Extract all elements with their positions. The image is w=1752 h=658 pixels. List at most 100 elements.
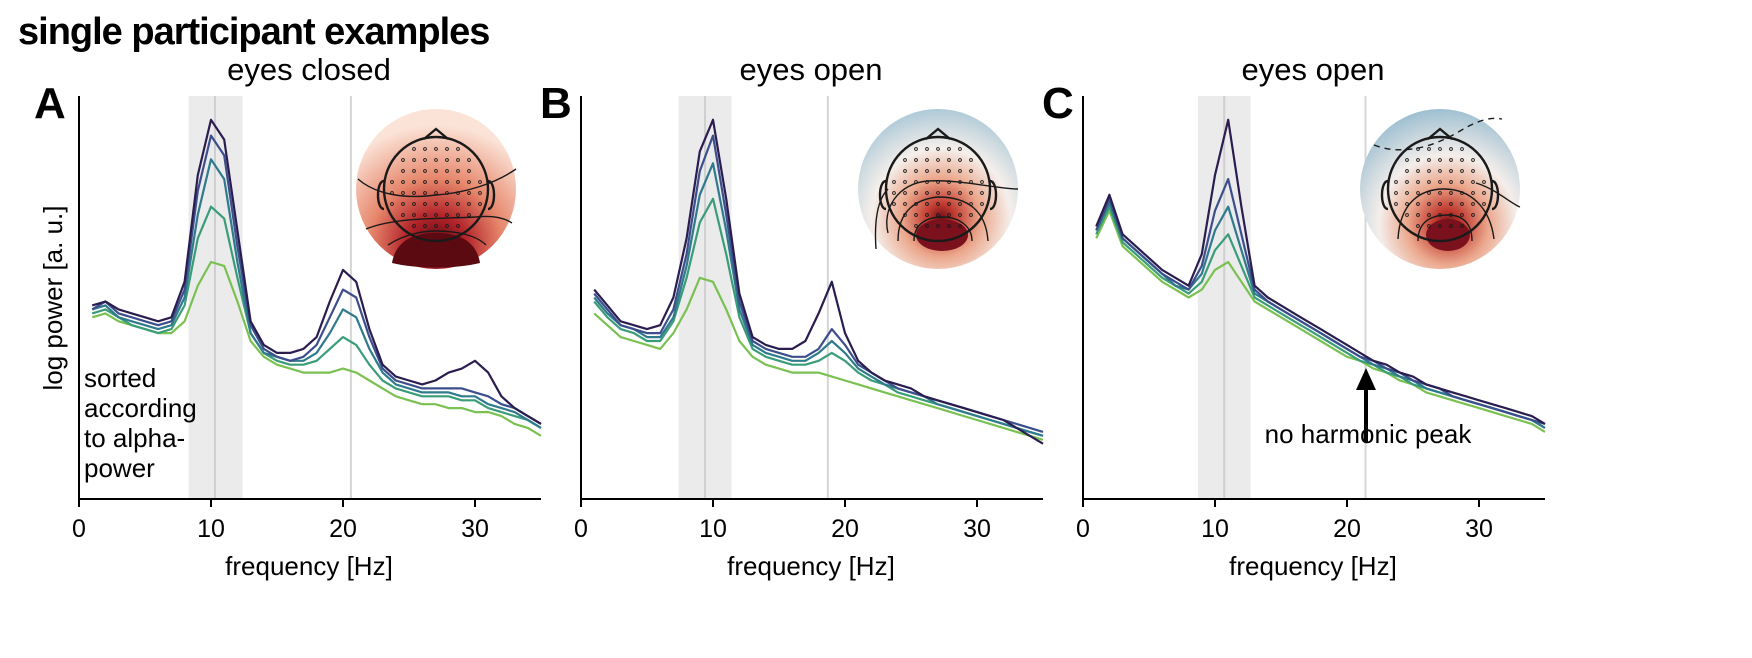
electrode [1416,224,1420,228]
panel-c: eyes open C frequency [Hz] 0 10 20 30 no ha… [1042,52,1546,581]
panel-letter: A [34,79,66,128]
electrode [1460,180,1464,184]
electrode [1460,158,1464,162]
right-ear [1491,179,1500,211]
electrode [947,213,951,217]
x-tick-label: 10 [699,515,727,543]
electrode [914,180,918,184]
panel-letter: C [1042,79,1074,128]
series-line-3 [593,162,1044,437]
electrode [892,191,896,195]
panel-title: eyes closed [227,52,391,87]
electrode [412,180,416,184]
electrode [423,202,427,206]
electrode [467,191,471,195]
electrode [892,180,896,184]
electrode [412,147,416,151]
electrode [958,224,962,228]
topo-peak [392,233,480,268]
electrode [390,180,394,184]
annotation-line: power [84,453,155,483]
electrode [1438,224,1442,228]
topography-map [858,109,1019,269]
electrode [936,224,940,228]
panel-title: eyes open [739,52,882,87]
electrode [456,180,460,184]
electrode [423,158,427,162]
electrode [1394,202,1398,206]
electrode [401,158,405,162]
electrode [412,169,416,173]
electrode [903,169,907,173]
electrode [936,180,940,184]
electrode [1416,158,1420,162]
topo-peak [1426,219,1470,251]
electrode [1427,202,1431,206]
electrode [936,169,940,173]
electrode [1482,202,1486,206]
electrode [969,213,973,217]
electrode [1471,169,1475,173]
x-tick-label: 10 [1201,515,1229,543]
electrode [1460,147,1464,151]
electrode [423,169,427,173]
electrode [390,191,394,195]
electrode [947,180,951,184]
electrode [947,202,951,206]
electrode [1416,147,1420,151]
electrode [434,169,438,173]
series-line-4 [1095,178,1546,425]
electrode [914,191,918,195]
right-ear [487,179,496,211]
electrode [412,202,416,206]
nose [1427,127,1453,140]
electrode [467,158,471,162]
x-tick-label: 20 [329,515,357,543]
electrode [1405,213,1409,217]
electrode [456,169,460,173]
head-circle [1386,135,1494,243]
figure-title: single participant examples [18,11,489,53]
electrode [969,158,973,162]
electrode [434,180,438,184]
electrode [401,180,405,184]
topo-contour [387,230,487,246]
electrode [958,147,962,151]
electrode [1427,169,1431,173]
electrode [914,224,918,228]
electrode [1416,213,1420,217]
electrode [1449,180,1453,184]
electrode [456,224,460,228]
electrode [1394,191,1398,195]
electrode [1416,180,1420,184]
electrode [423,147,427,151]
electrode [914,158,918,162]
left-ear [878,179,887,211]
harmonic-arrow [1356,368,1376,442]
topo-contour [897,196,989,242]
electrode [445,213,449,217]
electrode [445,158,449,162]
electrode [1460,169,1464,173]
electrode [456,213,460,217]
x-axis-label: frequency [Hz] [727,551,895,581]
head-circle [382,135,490,243]
right-ear [989,179,998,211]
electrode [958,191,962,195]
annotation-text: sorted according to alpha- power [84,363,204,483]
topography-map [356,109,517,269]
left-ear [1380,179,1389,211]
x-tick-label: 20 [1333,515,1361,543]
topo-disc [858,109,1018,269]
electrode [1449,169,1453,173]
electrode [1482,191,1486,195]
electrode [980,191,984,195]
electrode [980,202,984,206]
electrode [903,202,907,206]
electrode [434,202,438,206]
plot-area: 0 10 20 30 [1076,96,1546,543]
topo-contour [365,215,513,230]
electrode [1394,180,1398,184]
electrode [423,180,427,184]
electrode [947,147,951,151]
